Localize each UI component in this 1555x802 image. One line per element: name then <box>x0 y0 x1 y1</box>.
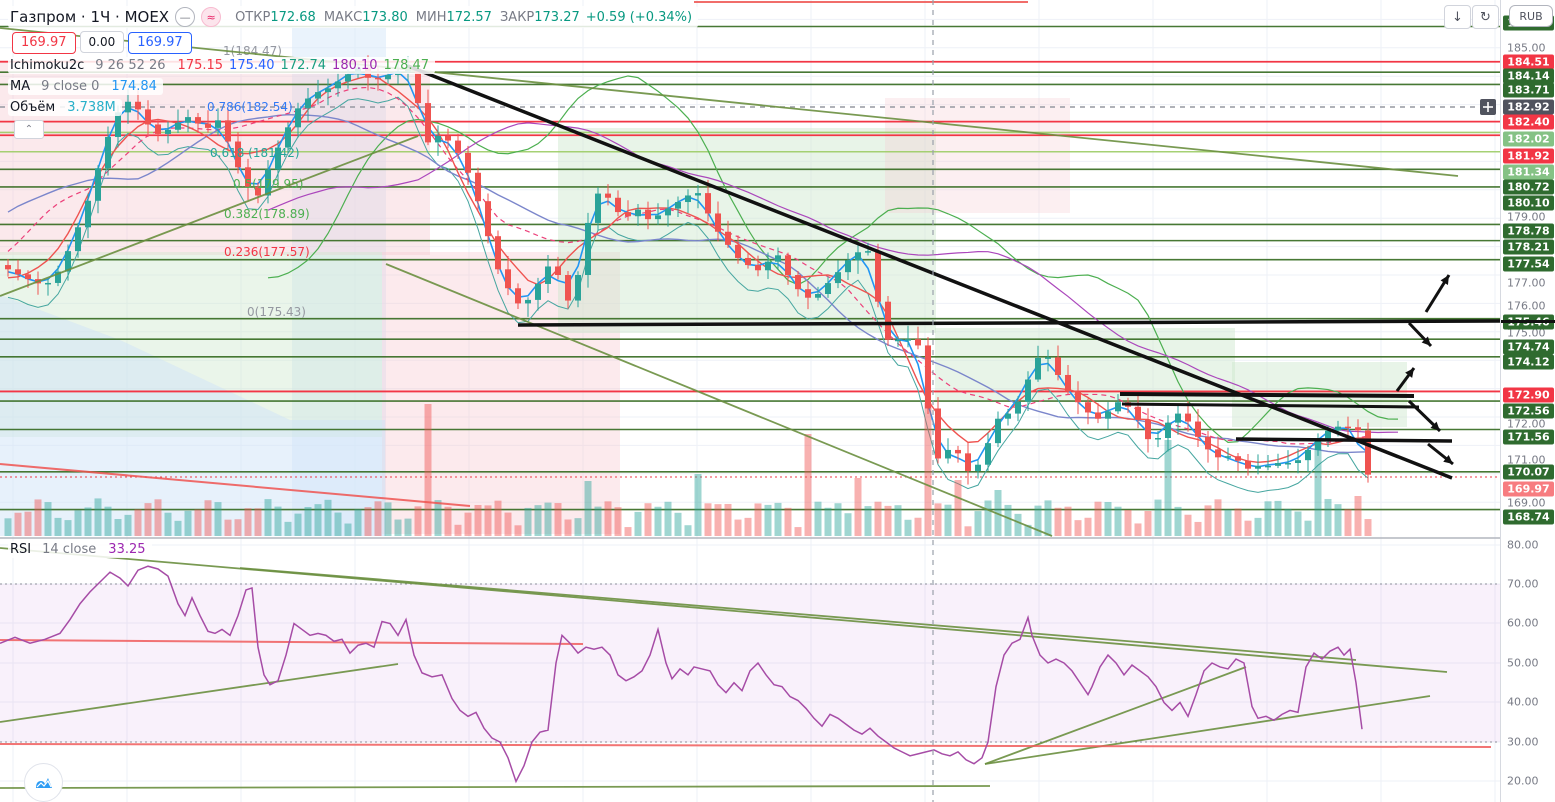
rsi-tick: 70.00 <box>1507 577 1539 591</box>
reset-view-button[interactable]: ↻ <box>1472 5 1499 29</box>
rsi-tick: 40.00 <box>1507 695 1539 709</box>
indicator-rsi[interactable]: RSI 14 close 33.25 <box>8 541 152 558</box>
price-level-label: 184.51 <box>1503 54 1554 70</box>
price-tick: 185.00 <box>1507 41 1546 55</box>
ohlc-value: 173.80 <box>362 9 408 25</box>
ohlc-label: МИН <box>415 9 447 25</box>
svg-text:0.618 (181.42): 0.618 (181.42) <box>210 146 300 160</box>
price-level-label: 180.10 <box>1503 195 1554 211</box>
price-level-label: 183.71 <box>1503 82 1554 98</box>
indicator-ichimoku[interactable]: Ichimoku2c 9 26 52 26 175.15 175.40 172.74… <box>8 57 436 74</box>
rsi-tick: 20.00 <box>1507 774 1539 788</box>
price-level-label: 182.40 <box>1503 114 1554 130</box>
indicator-value: 180.10 <box>332 58 378 73</box>
price-tick: 179.00 <box>1507 210 1546 224</box>
price-level-label: 180.72 <box>1503 179 1554 195</box>
price-scale[interactable]: RUB 185.75185.00184.51184.14183.71182.92… <box>1500 0 1555 802</box>
price-level-label: 184.14 <box>1503 68 1554 84</box>
price-level-label: 170.07 <box>1503 464 1554 480</box>
logo-icon <box>35 777 52 788</box>
indicator-ma[interactable]: MA 9 close 0 174.84 <box>8 78 163 95</box>
price-tick: 176.00 <box>1507 299 1546 313</box>
symbol-header[interactable]: Газпром · 1Ч · MOEX — ≈ ОТКР172.68 МАКС17… <box>8 6 699 28</box>
price-level-label: 178.21 <box>1503 239 1554 255</box>
ohlc-value: 173.27 <box>534 9 580 25</box>
arrow-down-icon: ↓ <box>1452 9 1463 25</box>
price-level-label: 181.34 <box>1503 164 1554 180</box>
ohlc-label: МАКС <box>323 9 363 25</box>
indicator-value: 3.738M <box>67 100 116 115</box>
indicator-value: 174.84 <box>111 79 157 94</box>
indicator-value: 178.47 <box>383 58 430 73</box>
trendline-over-axis <box>1501 320 1555 323</box>
price-level-label: 174.12 <box>1503 354 1554 370</box>
ohlc-strip: ОТКР172.68 МАКС173.80 МИН172.57 ЗАКР173.27 +… <box>227 10 692 25</box>
price-tick: 172.00 <box>1507 417 1546 431</box>
price-level-label: 168.74 <box>1503 509 1554 525</box>
indicator-value: 175.40 <box>229 58 275 73</box>
rsi-tick: 60.00 <box>1507 616 1539 630</box>
price-tick: 171.00 <box>1507 453 1546 467</box>
logo-button[interactable] <box>24 763 63 802</box>
position-widget[interactable]: 169.97 0.00 169.97 <box>8 30 202 55</box>
change-value: +0.59 (+0.34%) <box>585 9 693 25</box>
indicator-value: 172.74 <box>280 58 327 73</box>
price-level-label: 181.92 <box>1503 148 1554 164</box>
indicator-value: 175.15 <box>177 58 224 73</box>
position-price-box[interactable]: 169.97 <box>12 31 76 54</box>
minus-icon[interactable]: — <box>175 7 196 27</box>
svg-text:0.382(178.89): 0.382(178.89) <box>224 207 310 221</box>
rsi-tick: 50.00 <box>1507 656 1539 670</box>
price-level-label: 177.54 <box>1503 256 1554 272</box>
ohlc-label: ОТКР <box>235 9 271 25</box>
price-tick: 175.00 <box>1507 326 1546 340</box>
rsi-tick: 30.00 <box>1507 735 1539 749</box>
reset-icon: ↻ <box>1480 9 1491 25</box>
svg-text:0.786(182.54): 0.786(182.54) <box>207 100 293 114</box>
price-level-label: 182.92 <box>1503 99 1554 115</box>
chart-canvas[interactable]: 1(184.47)0.786(182.54)0.618 (181.42)0.5(… <box>0 0 1500 802</box>
price-level-label: 171.56 <box>1503 429 1554 445</box>
indicator-volume[interactable]: Объём 3.738M <box>8 99 122 116</box>
wave-icon[interactable]: ≈ <box>201 7 222 27</box>
symbol-title: Газпром · 1Ч · MOEX <box>10 8 170 26</box>
price-tick: 177.00 <box>1507 276 1546 290</box>
price-level-label: 169.97 <box>1503 481 1554 497</box>
svg-text:0(175.43): 0(175.43) <box>247 305 306 319</box>
price-level-label: 174.74 <box>1503 339 1554 355</box>
position-price-box[interactable]: 0.00 <box>79 31 125 53</box>
ohlc-value: 172.68 <box>270 9 316 25</box>
rsi-value: 33.25 <box>108 542 146 557</box>
price-level-label: 182.02 <box>1503 131 1554 147</box>
price-level-label: 172.90 <box>1503 387 1554 403</box>
scroll-to-recent-button[interactable]: ↓ <box>1444 5 1471 29</box>
ohlc-value: 172.57 <box>446 9 492 25</box>
rsi-tick: 80.00 <box>1507 538 1539 552</box>
position-price-box[interactable]: 169.97 <box>128 31 192 54</box>
svg-text:0.236(177.57): 0.236(177.57) <box>224 245 310 259</box>
collapse-indicators-button[interactable]: ⌃ <box>14 120 44 139</box>
price-tick: 169.00 <box>1507 496 1546 510</box>
currency-button[interactable]: RUB <box>1509 5 1553 27</box>
price-level-label: 178.78 <box>1503 223 1554 239</box>
price-level-label: 172.56 <box>1503 403 1554 419</box>
ohlc-label: ЗАКР <box>499 9 535 25</box>
